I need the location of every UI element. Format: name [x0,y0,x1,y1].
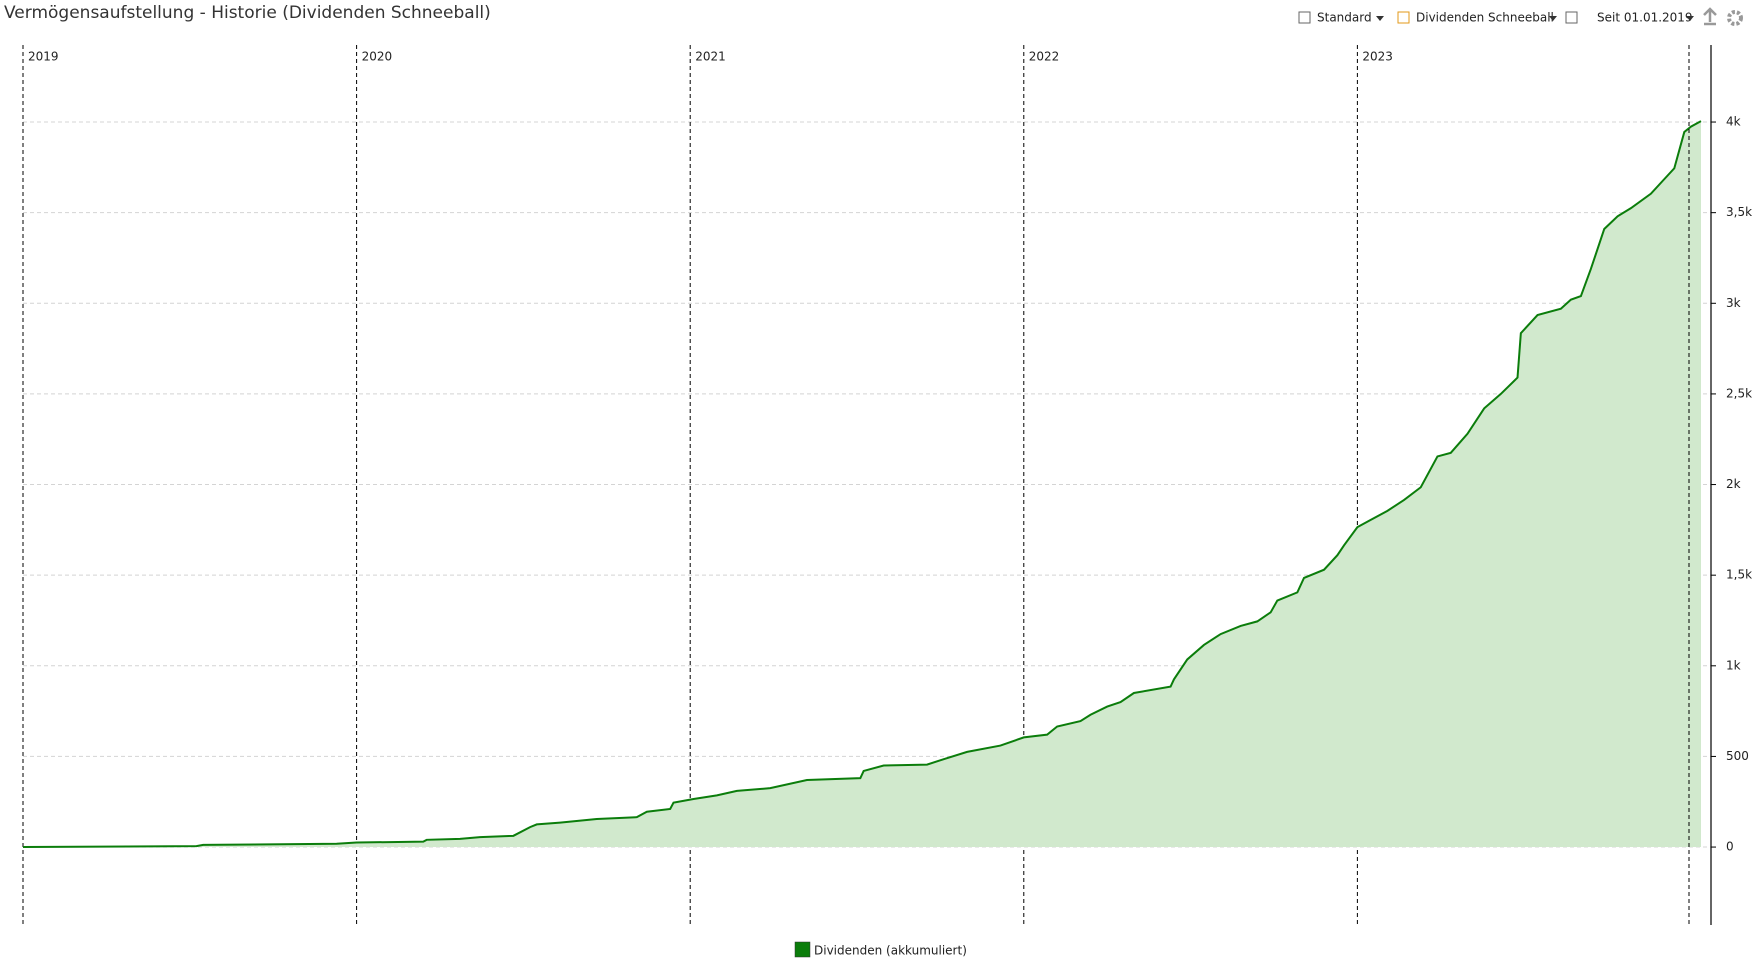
x-tick-label: 2020 [362,50,393,64]
legend-label: Dividenden (akkumuliert) [814,944,967,958]
x-tick-label: 2022 [1029,50,1060,64]
range-dropdown[interactable] [1686,16,1694,21]
window-title: Vermögensaufstellung - Historie (Dividen… [4,3,491,23]
view-icon[interactable] [1298,11,1311,24]
y-tick-label: 4k [1726,115,1741,129]
view-selector[interactable]: Standard [1317,11,1372,25]
y-tick-label: 0 [1726,840,1734,854]
legend-swatch [794,941,811,958]
y-tick-label: 3,5k [1726,205,1752,219]
view-dropdown[interactable] [1376,16,1384,21]
area-line [22,120,1702,849]
plot: 0 500 1k 1,5k 2k 2,5k 3k 3,5k 4k 2019 2020 2021 2022… [22,45,1752,958]
x-tick-label: 2019 [28,50,59,64]
y-tick-label: 1,5k [1726,568,1752,582]
y-tick-label: 2k [1726,477,1741,491]
preset-icon[interactable] [1397,11,1410,24]
x-tick-label: 2023 [1362,50,1393,64]
y-tick-label: 2,5k [1726,386,1752,400]
y-tick-label: 3k [1726,296,1741,310]
range-selector[interactable]: Seit 01.01.2019 [1597,11,1693,25]
settings-button[interactable] [1727,10,1743,26]
area-fill [23,121,1701,848]
y-tick-label: 1k [1726,658,1741,672]
preset-selector[interactable]: Dividenden Schneeball [1416,11,1554,25]
range-icon[interactable] [1565,11,1578,24]
x-tick-label: 2021 [695,50,726,64]
export-button[interactable] [1703,7,1717,26]
y-tick-label: 500 [1726,749,1749,763]
preset-dropdown[interactable] [1549,16,1557,21]
